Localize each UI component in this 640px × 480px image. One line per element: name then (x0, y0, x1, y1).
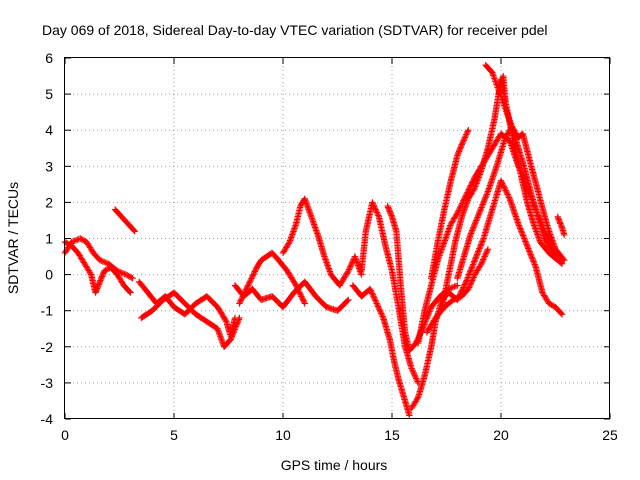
y-tick-label: 6 (45, 50, 53, 66)
series-t8 (279, 195, 365, 289)
data-marks (111, 206, 138, 235)
y-tick-label: -3 (41, 375, 54, 391)
series-t15 (423, 246, 492, 336)
x-tick-label: 0 (61, 427, 69, 443)
y-tick-label: 4 (45, 122, 53, 138)
plot-area (61, 62, 568, 419)
series-t14 (428, 127, 472, 282)
y-tick-label: 1 (45, 231, 53, 247)
series-t7 (236, 249, 308, 307)
chart-title: Day 069 of 2018, Sidereal Day-to-day VTE… (42, 22, 548, 38)
x-tick-label: 5 (170, 427, 178, 443)
series-t5 (138, 289, 243, 350)
x-tick-labels: 0 5 10 15 20 25 (61, 427, 618, 443)
y-tick-label: 2 (45, 194, 53, 210)
y-tick-labels: -4 -3 -2 -1 0 1 2 3 4 5 6 (41, 50, 54, 427)
data-marks (454, 123, 568, 282)
y-tick-label: 5 (45, 86, 53, 102)
series-t20 (554, 213, 568, 239)
plot-frame (64, 57, 610, 419)
data-marks (495, 72, 509, 105)
x-tick-label: 20 (493, 427, 509, 443)
data-marks (423, 246, 492, 336)
series-t1 (61, 238, 134, 296)
x-tick-label: 25 (602, 427, 618, 443)
x-axis-title: GPS time / hours (281, 457, 388, 473)
data-marks (428, 127, 472, 282)
data-marks (61, 235, 136, 282)
y-tick-label: 0 (45, 267, 53, 283)
y-tick-label: 3 (45, 158, 53, 174)
data-marks (349, 282, 413, 419)
data-marks (236, 249, 308, 307)
data-marks (358, 199, 422, 387)
y-tick-label: -2 (41, 339, 54, 355)
series-t10 (358, 199, 422, 387)
data-marks (61, 238, 134, 296)
data-marks (279, 195, 365, 289)
y-tick-label: -1 (41, 303, 54, 319)
grid (65, 58, 610, 419)
series-t9 (349, 282, 413, 419)
x-tick-label: 15 (384, 427, 400, 443)
y-axis-title: SDTVAR / TECUs (5, 182, 21, 294)
series-t2 (61, 235, 136, 282)
series-t18 (495, 72, 509, 105)
series-t19 (454, 123, 568, 282)
y-tick-label: -4 (41, 411, 54, 427)
x-tick-label: 10 (275, 427, 291, 443)
series-t3 (111, 206, 138, 235)
data-marks (138, 289, 243, 350)
data-marks (554, 213, 568, 239)
